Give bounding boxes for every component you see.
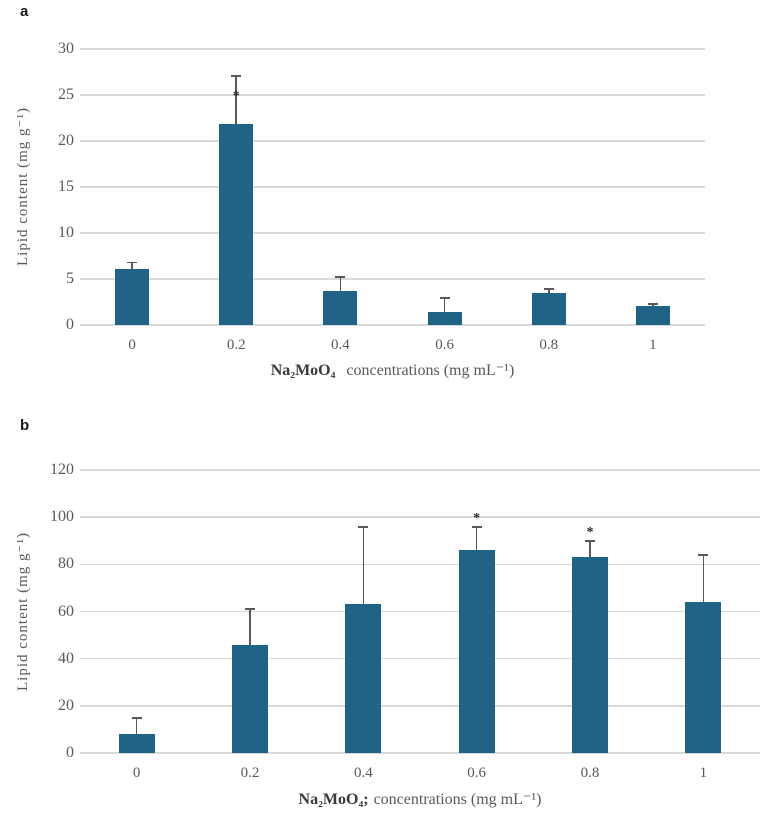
y-tick-label: 60 <box>58 602 74 620</box>
error-bar <box>547 289 550 293</box>
bar-0.4 <box>345 604 382 753</box>
error-bar <box>339 277 342 291</box>
y-tick-label: 20 <box>58 132 74 149</box>
error-bar-cap <box>439 297 450 300</box>
error-bar-cap <box>245 608 255 611</box>
x-tick-label: 0.8 <box>539 337 559 353</box>
x-axis-formula: Na₂MoO₄ <box>270 362 336 379</box>
gridline <box>80 657 760 660</box>
x-axis-ticks: 0 0.2 0.4 0.6 0.8 1 <box>80 337 705 357</box>
x-tick-label: 0.2 <box>240 765 260 781</box>
error-bar-cap <box>127 261 138 264</box>
x-axis-title: Na₂MoO₄; concentrations (mg mL⁻¹) <box>80 789 760 809</box>
gridline <box>80 752 760 754</box>
bar-0.4 <box>323 290 358 325</box>
panel-b: b Lipid content (mg g⁻¹) 0 20 40 60 80 100 120… <box>0 410 762 821</box>
gridline <box>80 278 705 280</box>
error-bar-cap <box>231 74 242 77</box>
error-bar <box>235 75 238 124</box>
gridline <box>80 94 705 96</box>
bar-0.2 <box>219 123 254 325</box>
y-tick-label: 20 <box>58 696 74 714</box>
y-tick-label: 0 <box>66 744 74 761</box>
y-tick-label: 15 <box>58 178 74 195</box>
panel-a: a Lipid content (mg g⁻¹) 0 5 10 15 20 25 30 * … <box>0 0 762 410</box>
y-tick-label: 0 <box>66 316 74 333</box>
x-tick-label: 0.4 <box>353 765 373 781</box>
y-axis-ticks: 0 5 10 15 20 25 30 <box>18 40 74 333</box>
gridline <box>80 232 705 234</box>
gridline <box>80 324 705 326</box>
error-bar <box>652 303 654 306</box>
error-bar-cap <box>471 525 482 528</box>
panel-a-letter: a <box>20 3 29 20</box>
bar-1 <box>635 305 670 325</box>
y-tick-label: 25 <box>58 86 74 103</box>
error-bar <box>589 540 591 558</box>
bar-0 <box>118 734 155 753</box>
y-tick-label: 100 <box>50 508 74 526</box>
x-axis-formula: Na₂MoO₄; <box>298 791 369 808</box>
gridline <box>80 705 760 707</box>
error-bar <box>131 262 133 269</box>
error-bar-cap <box>131 716 142 719</box>
y-tick-label: 10 <box>58 224 74 241</box>
x-tick-label: 0.6 <box>467 765 487 781</box>
error-bar <box>135 717 138 735</box>
bar-0.8 <box>531 292 566 325</box>
x-tick-label: 0 <box>132 765 141 781</box>
gridline <box>80 469 760 471</box>
x-tick-label: 0.2 <box>226 337 246 353</box>
error-bar-cap <box>647 302 658 305</box>
error-bar <box>249 609 251 645</box>
error-bar <box>475 526 478 551</box>
x-tick-label: 0 <box>128 337 136 353</box>
y-tick-label: 30 <box>58 40 74 57</box>
plot-area: * * <box>80 469 760 754</box>
x-axis-units: concentrations (mg mL⁻¹) <box>346 362 515 379</box>
significance-star: * <box>232 89 240 104</box>
x-tick-label: 0.8 <box>580 765 600 781</box>
x-tick-label: 1 <box>649 337 657 353</box>
error-bar <box>702 554 705 603</box>
plot-area: * <box>80 48 705 326</box>
bar-0.6 <box>427 312 462 325</box>
x-axis-units: concentrations (mg mL⁻¹) <box>373 791 542 808</box>
gridline <box>80 140 705 142</box>
y-tick-label: 40 <box>58 649 74 667</box>
gridline <box>80 48 705 50</box>
bar-0 <box>115 268 150 325</box>
error-bar-cap <box>358 525 369 528</box>
error-bar <box>362 526 365 605</box>
gridline <box>80 186 705 188</box>
y-axis-ticks: 0 20 40 60 80 100 120 <box>18 461 74 761</box>
x-tick-label: 0.4 <box>331 337 350 353</box>
bar-0.6 <box>458 550 495 753</box>
error-bar-cap <box>698 554 709 556</box>
error-bar <box>443 298 446 313</box>
y-tick-label: 80 <box>58 555 74 573</box>
error-bar-cap <box>585 539 595 542</box>
bar-0.2 <box>232 644 268 753</box>
x-tick-label: 0.6 <box>435 337 454 353</box>
error-bar-cap <box>543 288 554 291</box>
x-axis-ticks: 0 0.2 0.4 0.6 0.8 1 <box>80 765 760 785</box>
gridline <box>80 516 760 518</box>
panel-b-letter: b <box>20 417 30 434</box>
y-tick-label: 5 <box>66 270 74 287</box>
significance-star: * <box>473 511 481 527</box>
x-axis-title: Na₂MoO₄ concentrations (mg mL⁻¹) <box>80 360 705 380</box>
gridline <box>80 563 760 566</box>
error-bar-cap <box>335 276 346 279</box>
gridline <box>80 610 760 613</box>
x-tick-label: 1 <box>699 765 708 781</box>
bar-1 <box>685 602 722 753</box>
bar-0.8 <box>572 557 608 753</box>
y-tick-label: 120 <box>50 461 74 478</box>
significance-star: * <box>586 525 594 541</box>
